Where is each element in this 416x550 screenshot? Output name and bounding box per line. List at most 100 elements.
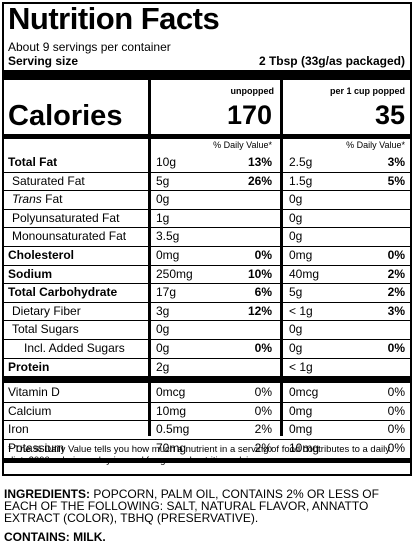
nutrient-row-dv-unpopped: 10% — [247, 266, 272, 281]
nutrient-row-name: Monounsaturated Fat — [12, 229, 127, 244]
trans-italic: Trans — [12, 192, 42, 207]
nutrient-row-name: Polyunsaturated Fat — [12, 210, 120, 225]
nutrient-row-amount-unpopped: 10g — [156, 155, 177, 169]
vitamin-amount-unpopped: 10mg — [156, 403, 187, 418]
nutrient-row-dv-unpopped: 0% — [254, 341, 272, 355]
vitamin-amount-popped: 0mcg — [289, 385, 319, 400]
vitamin-dv-popped: 0% — [387, 441, 405, 455]
nutrient-row-dv-unpopped: 6% — [254, 285, 272, 300]
row-divider — [4, 283, 410, 285]
vitamin-row-name: Vitamin D — [8, 385, 60, 400]
nutrient-row-amount-unpopped: 1g — [156, 210, 170, 225]
nutrient-row-amount-unpopped: 17g — [156, 285, 177, 300]
row-divider — [4, 171, 410, 173]
nutrient-row-amount-popped: 1.5g — [289, 173, 313, 188]
row-divider — [4, 420, 410, 422]
nutrient-row-amount-popped: 0g — [289, 210, 303, 225]
nutrient-row-name: Total Sugars — [12, 322, 79, 337]
nutrient-row-amount-unpopped: 0g — [156, 341, 170, 355]
vitamin-dv-popped: 0% — [387, 403, 405, 418]
nutrient-row-amount-unpopped: 2g — [156, 359, 170, 374]
nutrient-row-amount-popped: < 1g — [289, 303, 313, 318]
serving-size-label: Serving size — [8, 54, 79, 68]
nutrient-row-name: Cholesterol — [8, 248, 75, 262]
vitamin-row-name: Potassium — [8, 441, 65, 455]
calories-popped: 35 — [374, 100, 405, 130]
nutrient-row-amount-unpopped: 0g — [156, 322, 170, 337]
nutrient-row-name: Trans Fat — [12, 192, 63, 207]
nutrient-row-dv-unpopped: 0% — [254, 248, 272, 262]
nutrient-row-dv-popped: 0% — [387, 341, 405, 355]
thick-divider — [4, 70, 410, 80]
vitamin-dv-unpopped: 2% — [254, 441, 272, 455]
row-divider — [4, 301, 410, 303]
row-divider — [4, 439, 410, 440]
row-divider — [4, 357, 410, 359]
vitamin-dv-unpopped: 0% — [254, 403, 272, 418]
serving-size-value: 2 Tbsp (33g/as packaged) — [258, 54, 405, 68]
nutrient-row-name: Sodium — [8, 266, 52, 281]
row-divider — [4, 320, 410, 322]
vitamin-dv-unpopped: 2% — [254, 422, 272, 437]
medium-divider — [4, 134, 410, 139]
nutrient-row-amount-unpopped: 3.5g — [156, 229, 180, 244]
nutrient-row-amount-popped: 2.5g — [289, 155, 313, 169]
vitamin-amount-popped: 0mg — [289, 422, 313, 437]
nutrient-row-amount-popped: 0g — [289, 192, 303, 207]
thick-divider — [4, 376, 410, 384]
nutrient-row-dv-popped: 3% — [387, 155, 405, 169]
nutrient-row-amount-popped: < 1g — [289, 359, 313, 374]
nutrient-row-name: Total Carbohydrate — [8, 285, 118, 300]
vitamin-amount-unpopped: 0mcg — [156, 385, 186, 400]
row-divider — [4, 246, 410, 247]
allergen-statement: CONTAINS: MILK. — [4, 530, 106, 544]
row-divider — [4, 401, 410, 403]
vitamin-dv-popped: 0% — [387, 422, 405, 437]
vitamin-amount-unpopped: 0.5mg — [156, 422, 190, 437]
vitamin-amount-unpopped: 70mg — [156, 441, 187, 455]
medium-divider — [4, 457, 410, 463]
ingredients-text: POPCORN, PALM OIL, CONTAINS 2% OR LESS O… — [4, 487, 379, 525]
dv-header-popped: % Daily Value* — [346, 140, 405, 150]
servings-per-container: About 9 servings per container — [8, 40, 171, 54]
nutrient-row-amount-unpopped: 0g — [156, 192, 170, 207]
nutrient-row-dv-unpopped: 26% — [247, 173, 272, 188]
nutrient-row-dv-popped: 0% — [387, 248, 405, 262]
column-divider-right — [280, 80, 283, 436]
column-header-popped: per 1 cup popped — [329, 86, 405, 96]
nutrient-row-amount-popped: 5g — [289, 285, 303, 300]
nutrient-row-amount-popped: 0g — [289, 229, 303, 244]
nutrient-row-amount-unpopped: 5g — [156, 173, 170, 188]
nutrient-row-dv-popped: 3% — [387, 303, 405, 318]
row-divider — [4, 208, 410, 210]
vitamin-amount-popped: 10mg — [289, 441, 320, 455]
nutrient-row-amount-unpopped: 3g — [156, 303, 170, 318]
nutrient-row-amount-popped: 0g — [289, 341, 303, 355]
nutrient-row-amount-popped: 40mg — [289, 266, 320, 281]
ingredients-label: INGREDIENTS: — [4, 487, 91, 501]
nutrient-row-name: Dietary Fiber — [12, 303, 81, 318]
nutrient-row-name: Incl. Added Sugars — [24, 341, 125, 355]
nutrient-row-dv-popped: 2% — [387, 285, 405, 300]
column-divider-left — [148, 80, 151, 436]
nutrient-row-amount-unpopped: 250mg — [156, 266, 193, 281]
calories-unpopped: 170 — [226, 100, 272, 130]
nutrition-facts-panel: Nutrition Facts About 9 servings per con… — [2, 1, 412, 476]
vitamin-amount-popped: 0mg — [289, 403, 313, 418]
column-header-unpopped: unpopped — [230, 86, 275, 96]
vitamin-dv-popped: 0% — [387, 385, 405, 400]
row-divider — [4, 227, 410, 229]
vitamin-dv-unpopped: 0% — [254, 385, 272, 400]
nutrient-row-amount-popped: 0g — [289, 322, 303, 337]
nutrient-row-dv-popped: 5% — [387, 173, 405, 188]
panel-title: Nutrition Facts — [8, 1, 220, 36]
daily-value-footnote: * The % Daily Value tells you how much a… — [8, 444, 390, 466]
vitamin-row-name: Iron — [8, 422, 29, 437]
ingredients-statement: INGREDIENTS: POPCORN, PALM OIL, CONTAINS… — [4, 488, 412, 524]
calories-label: Calories — [8, 100, 123, 132]
row-divider — [4, 264, 410, 266]
row-divider — [4, 190, 410, 192]
nutrient-row-dv-unpopped: 12% — [247, 303, 272, 318]
nutrient-row-dv-unpopped: 13% — [247, 155, 272, 169]
row-divider — [4, 339, 410, 340]
